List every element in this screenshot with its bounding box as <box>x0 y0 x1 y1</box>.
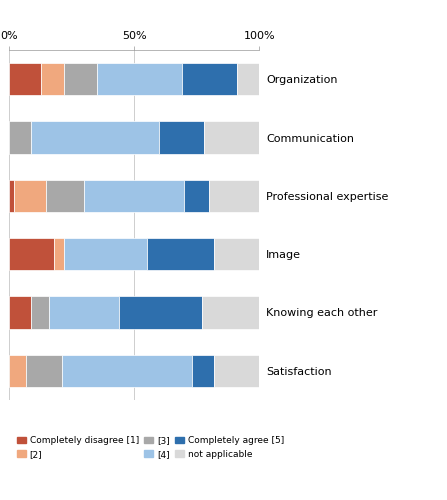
Bar <box>192 355 214 387</box>
Bar <box>9 180 14 212</box>
Bar <box>14 180 46 212</box>
Bar <box>214 355 259 387</box>
Bar <box>9 238 54 270</box>
Bar <box>62 355 192 387</box>
Bar <box>9 122 31 154</box>
Bar <box>42 63 64 95</box>
Bar <box>26 355 62 387</box>
Bar <box>9 296 31 328</box>
Bar <box>64 63 97 95</box>
Bar <box>49 296 119 328</box>
Bar <box>119 296 202 328</box>
Bar <box>184 180 209 212</box>
Bar <box>84 180 184 212</box>
Bar <box>204 122 259 154</box>
Bar <box>9 63 42 95</box>
Bar <box>237 63 259 95</box>
Bar <box>46 180 84 212</box>
Bar <box>147 238 214 270</box>
Bar <box>202 296 259 328</box>
Bar <box>214 238 259 270</box>
Bar <box>97 63 181 95</box>
Bar <box>64 238 147 270</box>
Legend: Completely disagree [1], [2], [3], [4], Completely agree [5], not applicable: Completely disagree [1], [2], [3], [4], … <box>13 432 288 462</box>
Bar <box>31 122 159 154</box>
Bar <box>54 238 64 270</box>
Bar <box>209 180 259 212</box>
Bar <box>9 355 26 387</box>
Bar <box>31 296 49 328</box>
Bar <box>159 122 204 154</box>
Bar <box>181 63 237 95</box>
